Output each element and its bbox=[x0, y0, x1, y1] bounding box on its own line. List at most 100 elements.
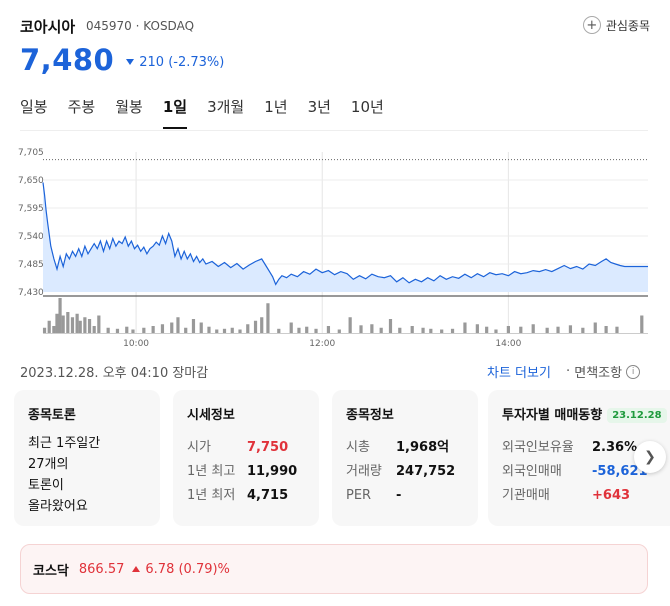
volume-bars bbox=[42, 298, 644, 333]
volume-bar bbox=[47, 320, 51, 333]
x-tick-label-2: 14:00 bbox=[495, 339, 521, 349]
y-tick-label-1: 7,650 bbox=[18, 176, 44, 186]
volume-bar bbox=[398, 327, 402, 333]
y-tick-label-2: 7,595 bbox=[18, 204, 44, 214]
volume-bar bbox=[494, 329, 498, 333]
watchlist-button[interactable]: + 관심종목 bbox=[582, 14, 650, 36]
tab-weekly[interactable]: 주봉 bbox=[67, 98, 96, 116]
volume-bar bbox=[519, 326, 523, 333]
tab-1year[interactable]: 1년 bbox=[264, 98, 288, 116]
volume-bar bbox=[87, 319, 92, 333]
volume-bar bbox=[238, 329, 242, 333]
open-price-row: 시가 7,750 bbox=[187, 436, 305, 460]
foreign-ratio-row: 외국인보유율 2.36% bbox=[502, 436, 670, 460]
year-high-label: 1년 최고 bbox=[187, 464, 236, 479]
period-tabs: 일봉 주봉 월봉 1일 3개월 1년 3년 10년 bbox=[20, 96, 404, 129]
volume-bar bbox=[66, 312, 70, 333]
tab-monthly[interactable]: 월봉 bbox=[115, 98, 143, 116]
volume-bar bbox=[475, 324, 479, 333]
market-info-card[interactable]: 시세정보 시가 7,750 1년 최고 11,990 1년 최저 4,715 bbox=[173, 390, 319, 526]
volume-bar bbox=[106, 327, 110, 333]
next-card-button[interactable]: ❯ bbox=[634, 441, 666, 473]
volume-bar bbox=[450, 328, 455, 333]
volume-bar bbox=[222, 328, 227, 333]
volume-bar bbox=[42, 327, 47, 333]
volume-bar bbox=[568, 325, 573, 333]
x-axis-labels: 10:00 12:00 14:00 bbox=[123, 339, 522, 349]
volume-bar bbox=[506, 326, 510, 333]
vertical-grid bbox=[135, 152, 509, 333]
volume-bar bbox=[556, 326, 560, 333]
change-amount: 210 bbox=[139, 54, 165, 70]
volume-bar bbox=[115, 328, 120, 333]
volume-bar bbox=[348, 317, 352, 333]
foreign-ratio-label: 외국인보유율 bbox=[502, 440, 574, 455]
foreign-trade-label: 외국인매매 bbox=[502, 464, 562, 479]
volume-bar bbox=[97, 315, 101, 333]
tab-daily[interactable]: 일봉 bbox=[20, 98, 48, 116]
open-price-value: 7,750 bbox=[247, 440, 289, 455]
volume-bar bbox=[485, 326, 489, 333]
volume-bar bbox=[305, 326, 309, 333]
stock-code: 045970 bbox=[86, 19, 132, 33]
volume-bar bbox=[370, 324, 374, 333]
volume-bar bbox=[246, 324, 250, 333]
chart-more-link[interactable]: 차트 더보기 bbox=[487, 366, 551, 381]
year-low-label: 1년 최저 bbox=[187, 488, 236, 503]
volume-bar bbox=[92, 326, 96, 333]
volume-bar bbox=[593, 322, 597, 333]
volume-bar bbox=[429, 328, 433, 333]
volume-bar bbox=[170, 322, 174, 333]
volume-bar bbox=[326, 326, 331, 333]
tab-3year[interactable]: 3년 bbox=[307, 98, 331, 116]
volume-bar bbox=[131, 329, 135, 333]
volume-bar bbox=[337, 329, 341, 333]
volume-bar bbox=[266, 303, 270, 333]
volume-bar bbox=[160, 324, 165, 333]
y-tick-label-3: 7,540 bbox=[18, 232, 44, 242]
volume-bar bbox=[388, 319, 393, 333]
change-percent: (-2.73%) bbox=[168, 54, 225, 70]
year-high-row: 1년 최고 11,990 bbox=[187, 460, 305, 484]
x-tick-label-1: 12:00 bbox=[309, 339, 335, 349]
index-value: 866.57 bbox=[78, 561, 125, 577]
kosdaq-index-bar[interactable]: 코스닥 866.57 6.78 (0.79)% bbox=[20, 544, 648, 594]
disclaimer-dot: · bbox=[566, 364, 575, 379]
volume-label: 거래량 bbox=[346, 464, 382, 479]
disclaimer-link[interactable]: · 면책조항 i bbox=[566, 362, 641, 381]
volume-bar bbox=[230, 327, 234, 333]
stock-header: 코아시아 045970 · KOSDAQ + 관심종목 bbox=[20, 14, 650, 38]
price-row: 7,480 210 (-2.73%) bbox=[20, 40, 224, 80]
forum-card[interactable]: 종목토론 최근 1주일간 27개의 토론이 올라왔어요 bbox=[14, 390, 160, 526]
stock-name: 코아시아 bbox=[20, 18, 76, 36]
per-value: - bbox=[396, 488, 402, 503]
volume-bar bbox=[61, 315, 65, 333]
intraday-chart[interactable]: 7,705 7,650 7,595 7,540 7,485 7,430 10:00 12:0… bbox=[0, 140, 670, 355]
volume-bar bbox=[207, 326, 211, 333]
institution-trade-label: 기관매매 bbox=[502, 488, 550, 503]
tab-3month[interactable]: 3개월 bbox=[207, 98, 245, 116]
watchlist-label: 관심종목 bbox=[605, 18, 650, 33]
forum-title: 종목토론 bbox=[28, 408, 76, 423]
foreign-ratio-value: 2.36% bbox=[592, 440, 638, 455]
volume-bar bbox=[421, 327, 425, 333]
market-timestamp: 2023.12.28. 오후 04:10 장마감 bbox=[20, 366, 209, 381]
y-tick-label-5: 7,430 bbox=[18, 288, 44, 298]
tab-1day[interactable]: 1일 bbox=[162, 96, 188, 129]
volume-bar bbox=[142, 327, 146, 333]
stock-info-card[interactable]: 종목정보 시총 1,968억 거래량 247,752 PER - bbox=[332, 390, 478, 526]
info-cards: 종목토론 최근 1주일간 27개의 토론이 올라왔어요 시세정보 시가 7,75… bbox=[0, 390, 670, 526]
volume-bar bbox=[58, 298, 62, 333]
foreign-trade-value: -58,621 bbox=[592, 464, 648, 479]
volume-bar bbox=[640, 315, 644, 333]
volume-bar bbox=[604, 326, 608, 333]
institution-trade-value: +643 bbox=[592, 488, 631, 503]
plus-icon: + bbox=[582, 16, 601, 34]
tab-10year[interactable]: 10년 bbox=[350, 98, 384, 116]
volume-bar bbox=[531, 324, 535, 333]
market-cap-row: 시총 1,968억 bbox=[346, 436, 464, 460]
volume-bar bbox=[184, 327, 188, 333]
y-axis-labels: 7,705 7,650 7,595 7,540 7,485 7,430 bbox=[18, 148, 44, 298]
price-change: 210 (-2.73%) bbox=[139, 55, 224, 70]
volume-bar bbox=[260, 317, 264, 333]
